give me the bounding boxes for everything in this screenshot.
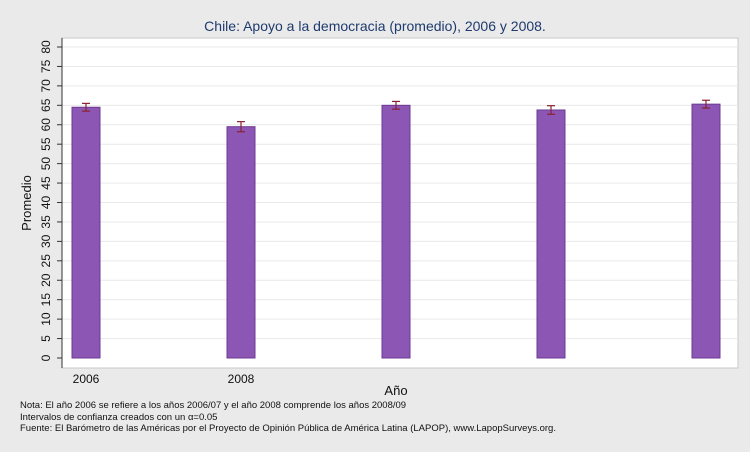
error-bar [547,105,555,115]
error-bar [392,100,400,110]
note-confidence: Intervalos de confianza creados con un α… [20,411,218,423]
y-tick-label: 15 [39,293,53,307]
bar [691,103,721,359]
y-tick-label: 20 [39,273,53,287]
y-tick-label: 65 [39,98,53,112]
bar [381,104,411,359]
footnotes: Nota: El año 2006 se refiere a los años … [20,400,556,435]
y-tick-label: 5 [39,335,53,342]
bar [536,109,566,359]
x-tick-label: 2006 [73,372,100,386]
y-tick-label: 60 [39,118,53,132]
y-tick-label: 75 [39,59,53,73]
y-tick-label: 0 [39,354,53,361]
error-bar [702,99,710,109]
y-tick-label: 35 [39,215,53,229]
note-source: Fuente: El Barómetro de las Américas por… [20,423,556,434]
y-tick-label: 10 [39,312,53,326]
x-axis-label: Año [384,383,407,398]
y-tick-label: 45 [39,176,53,190]
y-tick-label: 30 [39,234,53,248]
bar [71,106,101,359]
error-bar [237,121,245,133]
y-tick-label: 70 [39,79,53,93]
error-bar [82,102,90,112]
bar [226,126,256,359]
y-axis: 0 5 10 15 20 25 30 35 40 45 50 55 60 65 70 75 80 [39,38,63,368]
bars [71,103,721,359]
y-tick-label: 25 [39,254,53,268]
note-years: Nota: El año 2006 se refiere a los años … [20,400,407,411]
chart-title: Chile: Apoyo a la democracia (promedio),… [204,18,546,34]
error-bars [82,99,710,133]
y-axis-label: Promedio [19,175,34,231]
y-tick-label: 40 [39,196,53,210]
y-tick-label: 50 [39,157,53,171]
y-tick-label: 80 [39,40,53,54]
x-tick-label: 2008 [228,372,255,386]
x-axis-ticks: 2006 2008 [73,372,255,386]
y-tick-label: 55 [39,137,53,151]
